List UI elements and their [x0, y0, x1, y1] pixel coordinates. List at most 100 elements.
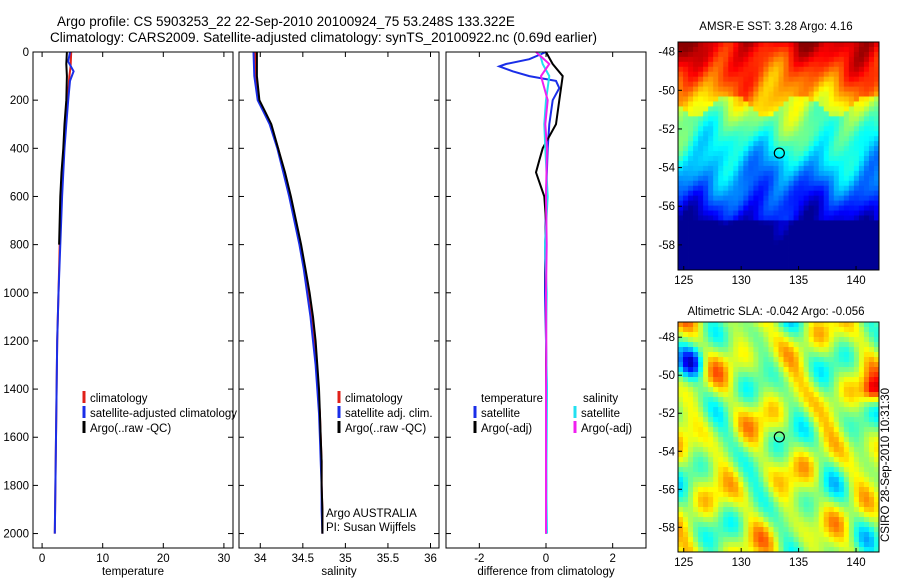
heatmap-cell	[848, 51, 855, 58]
heatmap-cell	[838, 220, 845, 226]
heatmap-cell	[778, 507, 784, 513]
heatmap-cell	[778, 180, 784, 187]
heatmap-cell	[798, 71, 805, 78]
heatmap-cell	[848, 195, 855, 202]
heatmap-cell	[808, 175, 815, 182]
heatmap-cell	[738, 497, 744, 503]
heatmap-cell	[853, 265, 860, 271]
heatmap-cell	[773, 482, 779, 488]
heatmap-cell	[868, 387, 875, 393]
heatmap-cell	[843, 437, 850, 443]
heatmap-cell	[688, 156, 694, 162]
heatmap-cell	[818, 332, 825, 338]
heatmap-cell	[763, 427, 769, 433]
heatmap-cell	[748, 337, 754, 343]
heatmap-cell	[703, 146, 709, 152]
heatmap-cell	[873, 180, 880, 187]
heatmap-cell	[803, 225, 810, 231]
heatmap-cell	[858, 46, 865, 53]
heatmap-cell	[823, 472, 830, 478]
heatmap-cell	[688, 427, 694, 433]
heatmap-cell	[783, 106, 789, 112]
heatmap-cell	[768, 230, 774, 236]
heatmap-cell	[708, 136, 714, 142]
heatmap-cell	[733, 497, 739, 503]
heatmap-cell	[803, 141, 810, 147]
heatmap-cell	[733, 502, 739, 508]
heatmap-cell	[713, 342, 719, 348]
heatmap-cell	[698, 225, 704, 231]
heatmap-cell	[793, 81, 800, 88]
heatmap-cell	[868, 265, 875, 271]
heatmap-cell	[763, 205, 769, 211]
heatmap-cell	[688, 537, 694, 543]
heatmap-cell	[833, 467, 840, 473]
heatmap-cell	[798, 342, 805, 348]
heatmap-cell	[768, 497, 774, 503]
heatmap-cell	[713, 195, 719, 202]
heatmap-cell	[793, 442, 800, 448]
heatmap-cell	[828, 156, 835, 162]
heatmap-cell	[863, 255, 870, 261]
heatmap-cell	[828, 517, 835, 523]
heatmap-cell	[763, 61, 769, 68]
heatmap-cell	[683, 71, 689, 78]
heatmap-cell	[768, 225, 774, 231]
heatmap-cell	[698, 180, 704, 187]
heatmap-cell	[783, 265, 789, 271]
heatmap-cell	[678, 342, 684, 348]
heatmap-cell	[718, 126, 724, 132]
heatmap-cell	[763, 46, 769, 53]
heatmap-cell	[698, 542, 704, 548]
heatmap-cell	[818, 512, 825, 518]
heatmap-cell	[858, 126, 865, 132]
heatmap-cell	[778, 170, 784, 177]
heatmap-cell	[863, 160, 870, 167]
heatmap-cell	[768, 537, 774, 543]
heatmap-cell	[813, 452, 820, 458]
heatmap-cell	[708, 86, 714, 92]
heatmap-cell	[778, 462, 784, 468]
heatmap-cell	[718, 542, 724, 548]
heatmap-cell	[843, 492, 850, 498]
x-tick-label: 30	[218, 553, 231, 565]
heatmap-cell	[758, 502, 764, 508]
heatmap-cell	[838, 205, 845, 211]
heatmap-cell	[823, 402, 830, 408]
heatmap-cell	[803, 136, 810, 142]
heatmap-cell	[713, 116, 719, 122]
heatmap-cell	[723, 101, 729, 107]
heatmap-cell	[768, 250, 774, 256]
heatmap-cell	[763, 357, 769, 363]
heatmap-cell	[798, 367, 805, 373]
heatmap-cell	[738, 91, 744, 97]
heatmap-cell	[868, 116, 875, 122]
heatmap-cell	[748, 452, 754, 458]
heatmap-cell	[848, 502, 855, 508]
heatmap-cell	[743, 537, 749, 543]
heatmap-cell	[823, 377, 830, 383]
heatmap-cell	[738, 111, 744, 117]
heatmap-cell	[728, 260, 734, 266]
heatmap-cell	[868, 121, 875, 127]
heatmap-cell	[763, 532, 769, 538]
heatmap-cell	[728, 185, 734, 192]
heatmap-cell	[853, 527, 860, 533]
heatmap-cell	[853, 146, 860, 152]
heatmap-cell	[708, 477, 714, 483]
heatmap-cell	[738, 190, 744, 197]
heatmap-cell	[818, 517, 825, 523]
heatmap-cell	[868, 81, 875, 88]
heatmap-cell	[728, 447, 734, 453]
heatmap-cell	[678, 507, 684, 513]
heatmap-cell	[683, 76, 689, 83]
heatmap-cell	[698, 136, 704, 142]
heatmap-cell	[743, 160, 749, 167]
heatmap-cell	[808, 542, 815, 548]
heatmap-cell	[718, 96, 724, 102]
heatmap-cell	[738, 402, 744, 408]
heatmap-cell	[788, 402, 794, 408]
heatmap-cell	[743, 372, 749, 378]
heatmap-cell	[763, 225, 769, 231]
heatmap-cell	[718, 387, 724, 393]
